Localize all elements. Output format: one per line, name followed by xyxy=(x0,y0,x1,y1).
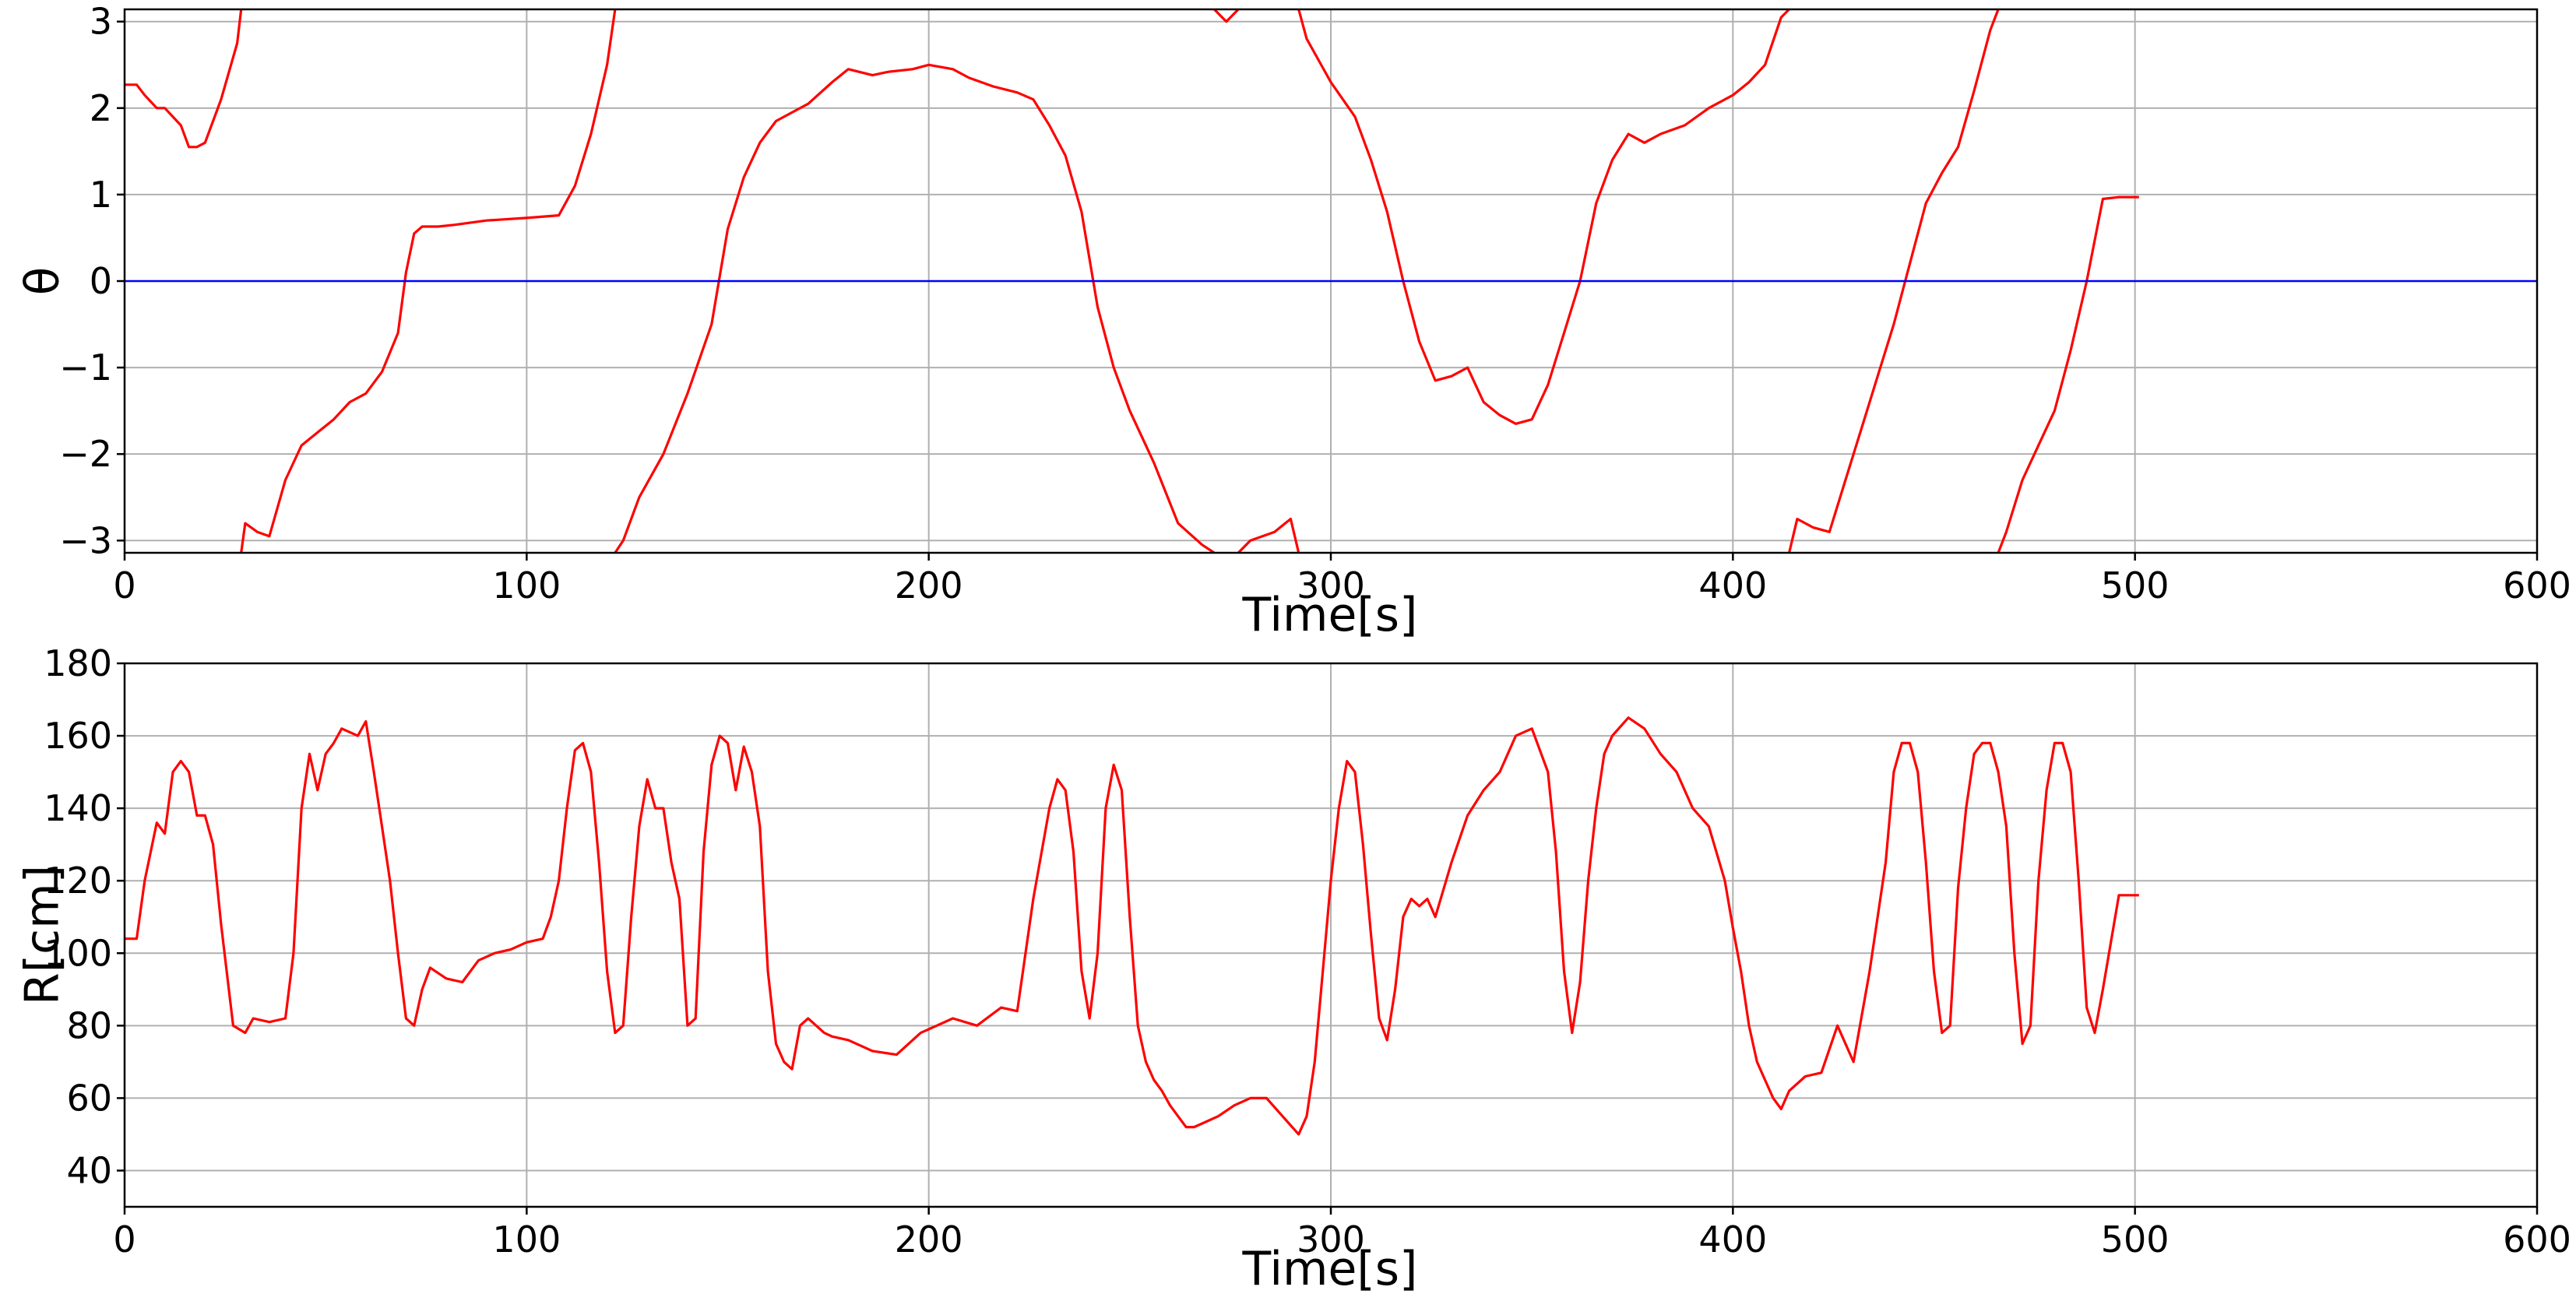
theta-x-tick-label: 400 xyxy=(1698,564,1767,607)
radius-y-tick-label: 100 xyxy=(44,932,112,974)
theta-x-tick-label: 100 xyxy=(492,564,561,607)
radius-x-tick-label: 400 xyxy=(1698,1218,1767,1261)
radius-y-axis-label: R[cm] xyxy=(16,865,70,1005)
radius-x-tick-label: 600 xyxy=(2503,1218,2571,1261)
theta-x-tick-label: 600 xyxy=(2503,564,2571,607)
theta-plot: 0 100 200 300 400 500 600 −3 −2 −1 0 1 2 3 Time[s] θ xyxy=(16,1,2571,642)
theta-x-tick-label: 200 xyxy=(895,564,963,607)
theta-series-0-line xyxy=(125,9,243,149)
theta-series-0-line xyxy=(1237,517,1300,553)
radius-series-0-line xyxy=(125,716,2139,1136)
theta-series-0-line xyxy=(1213,9,1240,23)
theta-series-0-line xyxy=(240,9,617,553)
radius-y-tick-label: 140 xyxy=(44,787,112,829)
theta-series-0-line xyxy=(614,63,1216,553)
theta-x-tick-label: 500 xyxy=(2101,564,2170,607)
theta-x-tick-label: 0 xyxy=(113,564,135,607)
radius-y-tick-label: 120 xyxy=(44,860,112,902)
theta-y-tick-label: 2 xyxy=(90,87,112,129)
theta-series-0-line xyxy=(1788,9,2000,553)
theta-x-tick-label: 300 xyxy=(1297,564,1365,607)
theta-y-tick-label: −2 xyxy=(59,433,112,475)
radius-plot: 0 100 200 300 400 500 600 40 60 80 100 120 140 160 180… xyxy=(16,642,2571,1296)
radius-x-tick-label: 0 xyxy=(113,1218,135,1261)
radius-y-tick-label: 180 xyxy=(44,642,112,684)
theta-x-axis-label: Time[s] xyxy=(1242,588,1418,642)
theta-y-tick-label: 1 xyxy=(90,174,112,216)
theta-y-tick-label: 3 xyxy=(90,1,112,43)
radius-y-tick-label: 160 xyxy=(44,715,112,757)
theta-y-tick-label: 0 xyxy=(90,260,112,302)
theta-y-tick-label: −1 xyxy=(59,346,112,389)
theta-y-axis-label: θ xyxy=(16,267,70,296)
radius-x-tick-label: 500 xyxy=(2101,1218,2170,1261)
radius-x-tick-label: 100 xyxy=(492,1218,561,1261)
radius-y-tick-label: 60 xyxy=(66,1077,112,1119)
radius-x-axis-label: Time[s] xyxy=(1242,1242,1418,1296)
radius-y-tick-label: 80 xyxy=(66,1004,112,1046)
radius-y-tick-label: 40 xyxy=(66,1149,112,1191)
theta-y-tick-label: −3 xyxy=(59,519,112,561)
radius-x-tick-label: 200 xyxy=(895,1218,963,1261)
theta-series-0-line xyxy=(1997,195,2139,553)
radius-x-tick-label: 300 xyxy=(1297,1218,1365,1261)
theta-series-0-line xyxy=(1297,9,1790,425)
